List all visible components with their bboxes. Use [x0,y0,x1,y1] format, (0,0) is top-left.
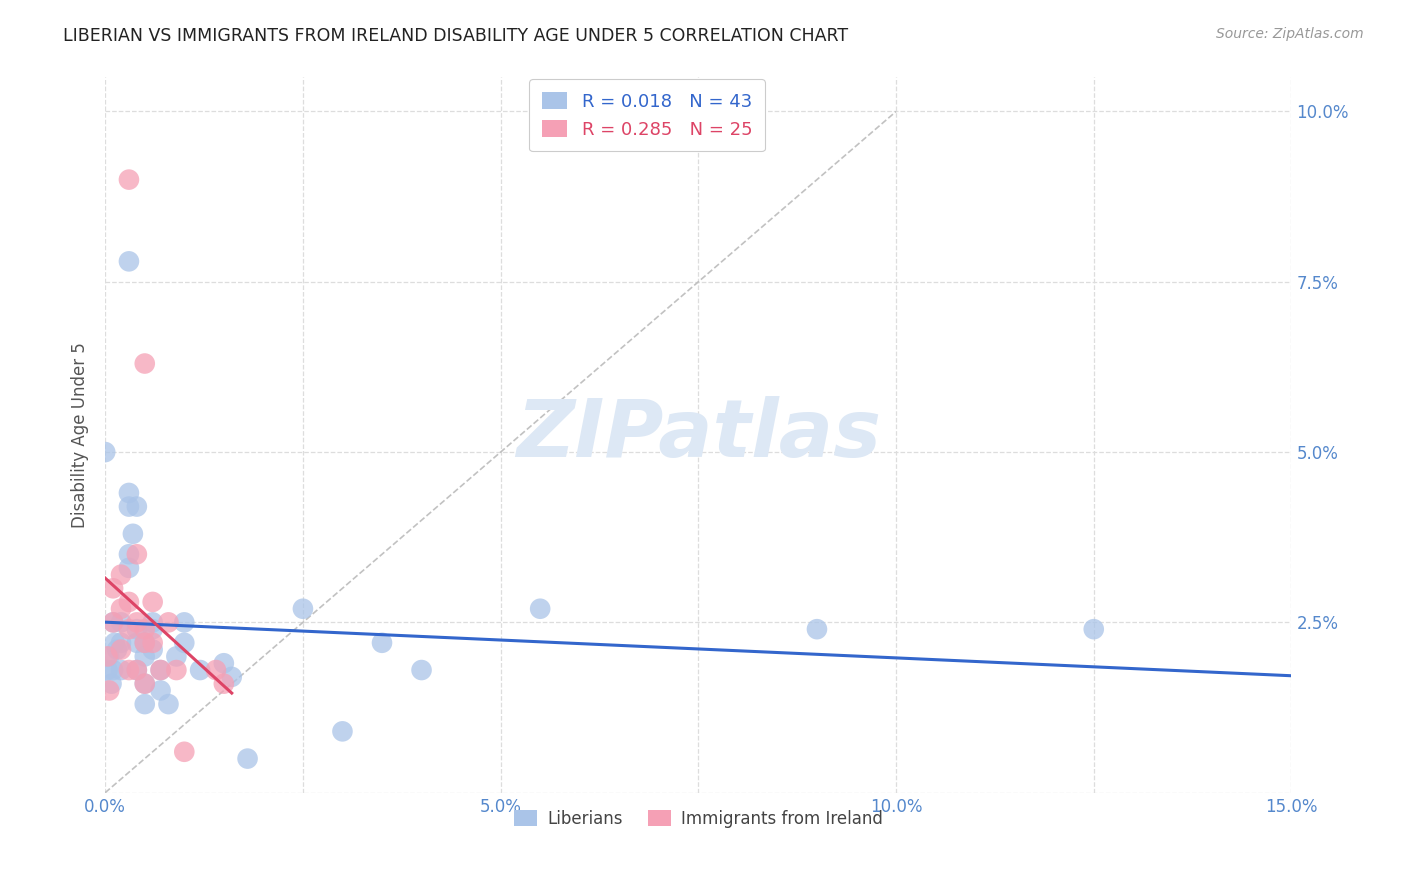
Point [97,663,120,677]
Point [134,676,156,690]
Point [110,601,132,615]
Point [157,697,180,711]
Point [165,663,187,677]
Point [411,663,433,677]
Point [101,663,124,677]
Point [118,561,141,575]
Point [125,615,148,630]
Point [125,622,148,636]
Point [149,663,172,677]
Point [101,615,124,630]
Point [125,547,148,561]
Point [149,663,172,677]
Y-axis label: Disability Age Under 5: Disability Age Under 5 [72,343,89,528]
Point [125,500,148,514]
Point [188,663,211,677]
Point [118,486,141,500]
Point [221,670,243,684]
Point [212,676,235,690]
Point [118,663,141,677]
Point [118,254,141,268]
Point [142,615,165,630]
Point [97,649,120,664]
Point [125,663,148,677]
Point [110,636,132,650]
Point [100,676,122,690]
Point [118,172,141,186]
Point [122,526,145,541]
Point [118,547,141,561]
Point [142,622,165,636]
Point [118,622,141,636]
Point [101,615,124,630]
Legend: Liberians, Immigrants from Ireland: Liberians, Immigrants from Ireland [508,803,890,834]
Point [134,636,156,650]
Point [110,663,132,677]
Text: ZIPatlas: ZIPatlas [516,396,880,474]
Point [134,636,156,650]
Point [371,636,394,650]
Point [125,663,148,677]
Point [142,636,165,650]
Point [529,601,551,615]
Point [125,636,148,650]
Point [134,676,156,690]
Point [142,642,165,657]
Point [134,697,156,711]
Point [173,636,195,650]
Point [212,657,235,671]
Point [291,601,314,615]
Point [105,642,128,657]
Point [157,615,180,630]
Point [98,649,121,664]
Point [118,500,141,514]
Point [134,649,156,664]
Point [134,357,156,371]
Point [118,595,141,609]
Point [205,663,228,677]
Text: Source: ZipAtlas.com: Source: ZipAtlas.com [1216,27,1364,41]
Point [134,622,156,636]
Point [101,582,124,596]
Point [1083,622,1105,636]
Point [142,595,165,609]
Point [94,445,117,459]
Point [806,622,828,636]
Point [236,751,259,765]
Point [173,745,195,759]
Point [104,636,127,650]
Point [173,615,195,630]
Point [98,683,121,698]
Point [165,649,187,664]
Point [110,567,132,582]
Point [110,615,132,630]
Point [149,683,172,698]
Point [332,724,354,739]
Text: LIBERIAN VS IMMIGRANTS FROM IRELAND DISABILITY AGE UNDER 5 CORRELATION CHART: LIBERIAN VS IMMIGRANTS FROM IRELAND DISA… [63,27,848,45]
Point [110,642,132,657]
